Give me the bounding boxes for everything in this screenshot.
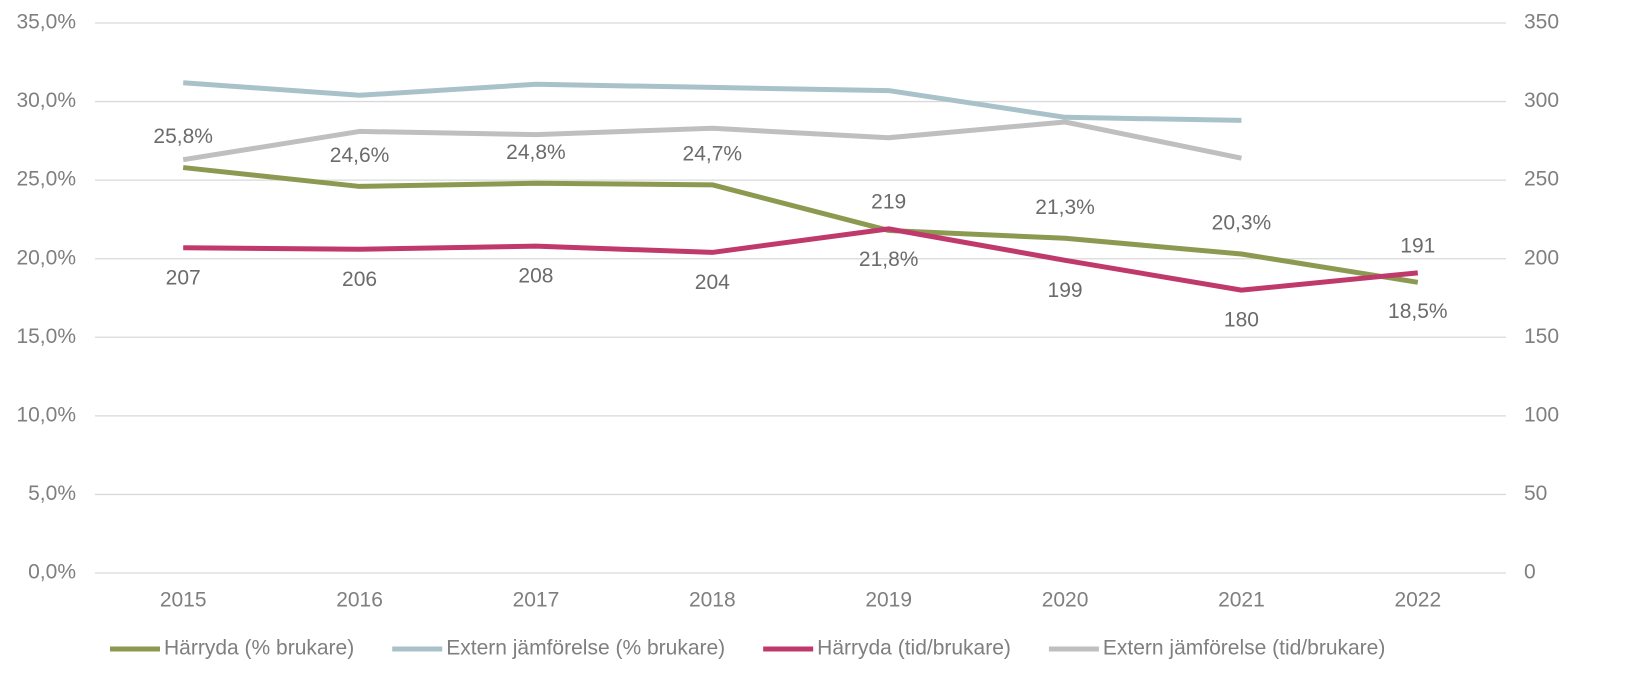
data-label: 206 [342, 268, 377, 291]
data-label: 180 [1224, 309, 1259, 332]
data-label: 191 [1400, 234, 1435, 257]
data-label: 18,5% [1388, 300, 1448, 323]
data-label: 21,8% [859, 248, 919, 271]
x-tick-label: 2015 [160, 589, 207, 612]
series-line [183, 226, 1419, 293]
data-label: 24,7% [683, 142, 743, 165]
x-tick-label: 2017 [513, 589, 560, 612]
data-label: 207 [166, 266, 201, 289]
x-tick-label: 2016 [336, 589, 383, 612]
data-label: 24,8% [506, 141, 566, 164]
data-label: 208 [518, 265, 553, 288]
legend-label: Extern jämförelse (% brukare) [446, 637, 725, 660]
series-line [182, 165, 1419, 285]
x-tick-label: 2018 [689, 589, 736, 612]
series-line [182, 119, 1242, 163]
legend-label: Härryda (% brukare) [164, 637, 354, 660]
y2-tick-label: 0 [1524, 561, 1536, 584]
y2-tick-label: 50 [1524, 482, 1547, 505]
y-tick-label: 35,0% [16, 11, 76, 34]
data-label: 199 [1048, 279, 1083, 302]
y-tick-label: 30,0% [16, 89, 76, 112]
y2-tick-label: 300 [1524, 89, 1559, 112]
data-label: 20,3% [1212, 212, 1272, 235]
data-label: 24,6% [330, 144, 390, 167]
data-label: 25,8% [153, 125, 213, 148]
legend-label: Extern jämförelse (tid/brukare) [1103, 637, 1385, 660]
y-tick-label: 10,0% [16, 403, 76, 426]
y2-tick-label: 200 [1524, 246, 1559, 269]
data-label: 204 [695, 271, 730, 294]
x-tick-label: 2022 [1394, 589, 1441, 612]
y-tick-label: 5,0% [28, 482, 76, 505]
x-tick-label: 2019 [865, 589, 912, 612]
x-tick-label: 2020 [1042, 589, 1089, 612]
y-tick-label: 20,0% [16, 246, 76, 269]
data-label: 219 [871, 190, 906, 213]
y2-tick-label: 100 [1524, 403, 1559, 426]
y-tick-label: 0,0% [28, 561, 76, 584]
legend-label: Härryda (tid/brukare) [817, 637, 1011, 660]
series-line [183, 80, 1242, 123]
y2-tick-label: 250 [1524, 168, 1559, 191]
y-tick-label: 25,0% [16, 168, 76, 191]
y2-tick-label: 150 [1524, 325, 1559, 348]
data-label: 21,3% [1035, 196, 1095, 219]
y-tick-label: 15,0% [16, 325, 76, 348]
y2-tick-label: 350 [1524, 11, 1559, 34]
x-tick-label: 2021 [1218, 589, 1265, 612]
